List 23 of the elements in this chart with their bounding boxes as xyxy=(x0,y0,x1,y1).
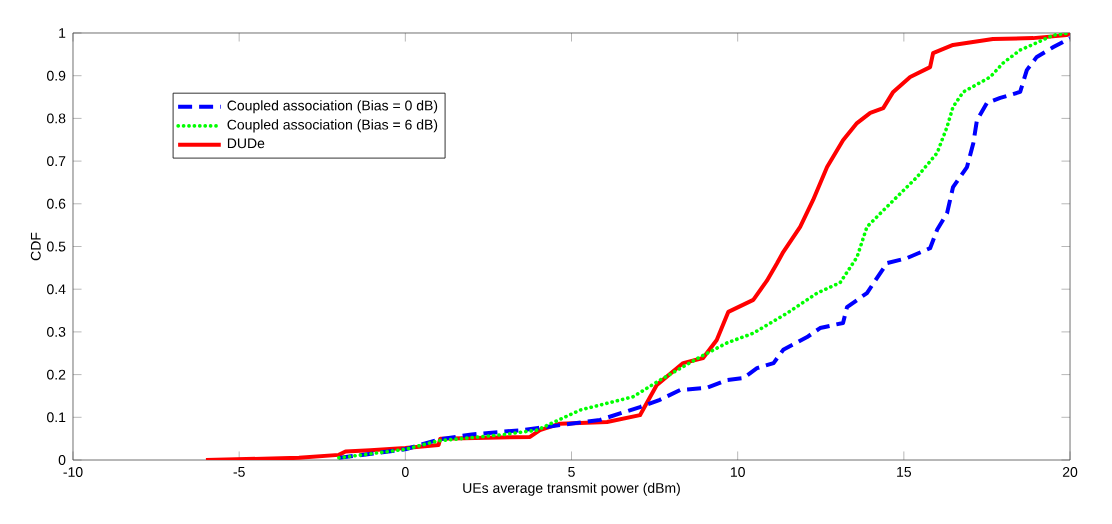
y-tick-label: 0 xyxy=(58,455,66,465)
y-tick-label: 0.7 xyxy=(47,156,66,167)
x-tick-label: 15 xyxy=(897,467,912,477)
x-tick-label: 10 xyxy=(730,467,745,477)
y-tick-label: 1 xyxy=(59,28,66,38)
legend-label: Coupled association (Bias = 0 dB) xyxy=(227,100,438,114)
y-axis-title: CDF xyxy=(30,232,41,261)
y-tick-label: 0.4 xyxy=(47,284,66,295)
x-axis-title: UEs average transmit power (dBm) xyxy=(463,482,680,496)
y-tick-label: 0.6 xyxy=(47,198,66,209)
x-tick-label: 20 xyxy=(1062,467,1078,477)
y-tick-label: 0.3 xyxy=(47,326,66,337)
y-tick-label: 0.9 xyxy=(47,70,66,81)
legend-label: Coupled association (Bias = 6 dB) xyxy=(227,119,438,133)
y-tick-label: 0.1 xyxy=(47,412,66,423)
legend-label: DUDe xyxy=(227,138,265,149)
y-tick-label: 0.5 xyxy=(47,241,66,252)
x-tick-label: 5 xyxy=(568,467,575,477)
y-tick-label: 0.2 xyxy=(47,369,66,380)
x-tick-label: 0 xyxy=(401,467,409,477)
x-tick-label: -10 xyxy=(63,467,83,477)
x-tick-label: -5 xyxy=(233,467,245,477)
y-tick-label: 0.8 xyxy=(47,113,66,124)
